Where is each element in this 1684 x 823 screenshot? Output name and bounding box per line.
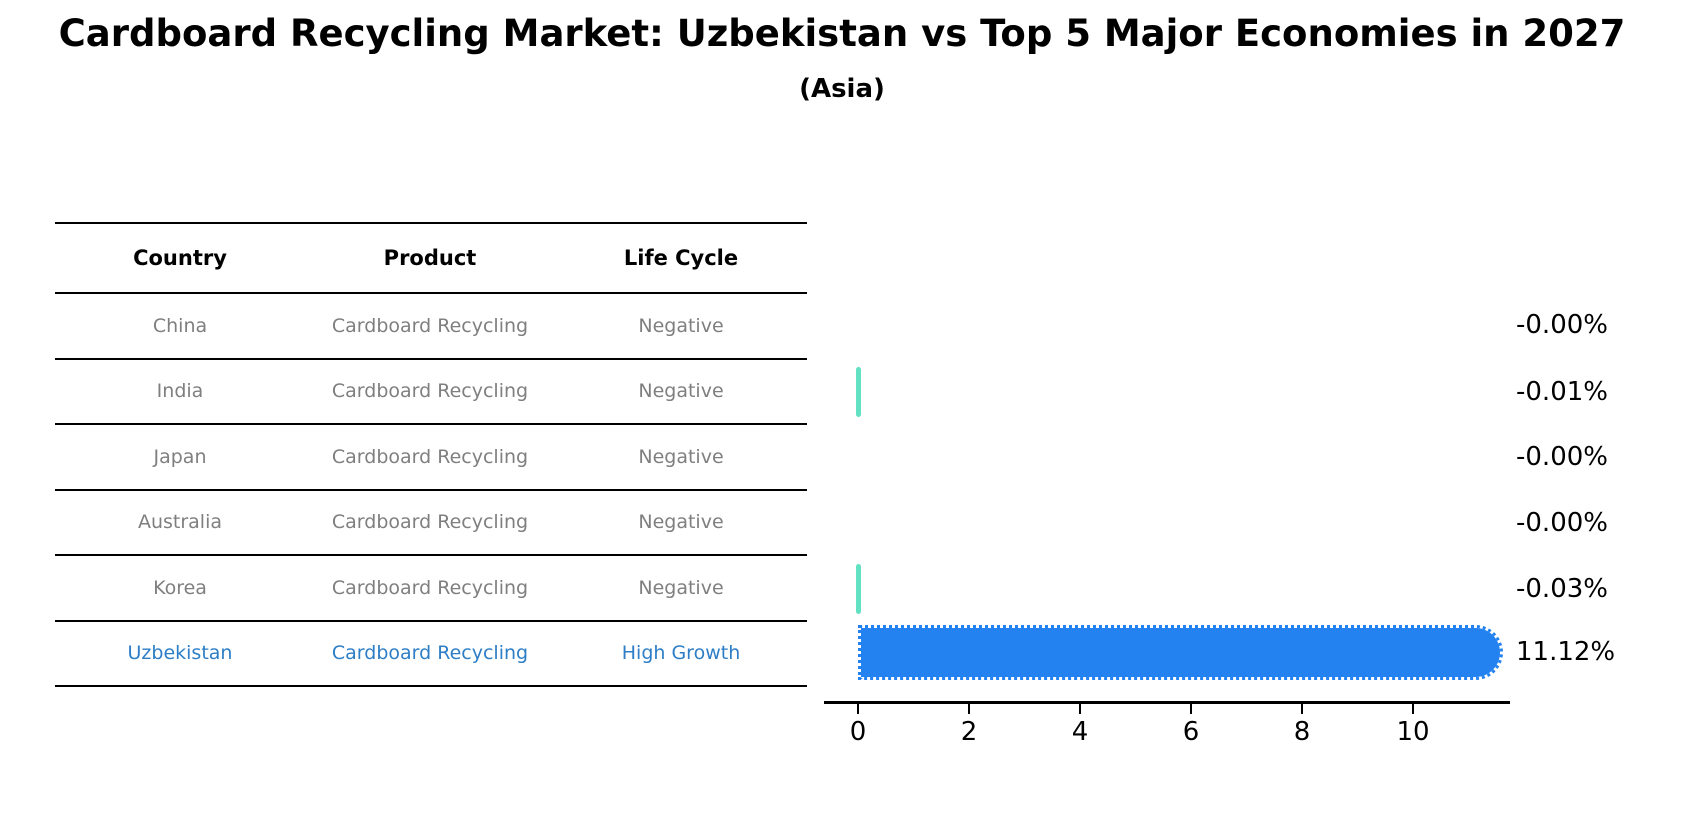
cell-country: India — [156, 380, 204, 403]
x-axis-tick — [1300, 704, 1304, 714]
column-header-country: Country — [133, 246, 227, 270]
bar-india — [855, 367, 861, 417]
bar-value-label: 11.12% — [1516, 637, 1616, 667]
table-row: India Cardboard Recycling Negative — [55, 360, 807, 425]
cell-product: Cardboard Recycling — [331, 380, 529, 403]
cell-country: Uzbekistan — [127, 642, 233, 665]
table-header-row: Country Product Life Cycle — [55, 222, 807, 294]
x-axis-tick-label: 2 — [960, 717, 978, 747]
cell-country: Australia — [137, 511, 223, 534]
x-axis-tick-label: 6 — [1182, 717, 1200, 747]
bar-value-label: -0.01% — [1516, 377, 1608, 407]
column-header-life-cycle: Life Cycle — [623, 246, 739, 270]
cell-life-cycle: Negative — [638, 445, 724, 468]
x-axis-tick — [1411, 704, 1415, 714]
data-table: Country Product Life Cycle China Cardboa… — [55, 222, 807, 687]
chart-title: Cardboard Recycling Market: Uzbekistan v… — [58, 12, 1626, 55]
x-axis-tick-label: 4 — [1071, 717, 1089, 747]
x-axis-tick-label: 8 — [1293, 717, 1311, 747]
value-labels: -0.00% -0.01% -0.00% -0.00% -0.03% 11.12% — [1516, 223, 1684, 701]
bar-value-label: -0.00% — [1516, 508, 1608, 538]
x-axis-tick — [1189, 704, 1193, 714]
column-header-product: Product — [383, 246, 477, 270]
x-axis-tick — [967, 704, 971, 714]
x-axis-tick-label: 10 — [1396, 717, 1430, 747]
cell-product: Cardboard Recycling — [331, 576, 529, 599]
bar-value-label: -0.00% — [1516, 442, 1608, 472]
cell-life-cycle: Negative — [638, 576, 724, 599]
bar-value-label: -0.03% — [1516, 574, 1608, 604]
bar-korea — [855, 564, 861, 614]
cell-life-cycle: Negative — [638, 380, 724, 403]
chart-subtitle: (Asia) — [799, 74, 885, 104]
cell-life-cycle: High Growth — [621, 642, 741, 665]
cell-country: China — [152, 314, 208, 337]
bar-uzbekistan — [858, 624, 1504, 680]
x-axis-tick — [1078, 704, 1082, 714]
cell-product: Cardboard Recycling — [331, 445, 529, 468]
cell-life-cycle: Negative — [638, 314, 724, 337]
bar-chart: 0 2 4 6 8 10 — [824, 223, 1510, 747]
table-row: Uzbekistan Cardboard Recycling High Grow… — [55, 622, 807, 687]
table-row: Australia Cardboard Recycling Negative — [55, 491, 807, 556]
table-row: Japan Cardboard Recycling Negative — [55, 425, 807, 491]
cell-country: Korea — [153, 576, 207, 599]
cell-country: Japan — [153, 445, 207, 468]
cell-product: Cardboard Recycling — [331, 642, 529, 665]
x-axis-tick — [856, 704, 860, 714]
x-axis-tick-label: 0 — [849, 717, 867, 747]
cell-life-cycle: Negative — [638, 511, 724, 534]
table-row: Korea Cardboard Recycling Negative — [55, 556, 807, 622]
table-row: China Cardboard Recycling Negative — [55, 294, 807, 360]
cell-product: Cardboard Recycling — [331, 314, 529, 337]
cell-product: Cardboard Recycling — [331, 511, 529, 534]
bar-value-label: -0.00% — [1516, 310, 1608, 340]
